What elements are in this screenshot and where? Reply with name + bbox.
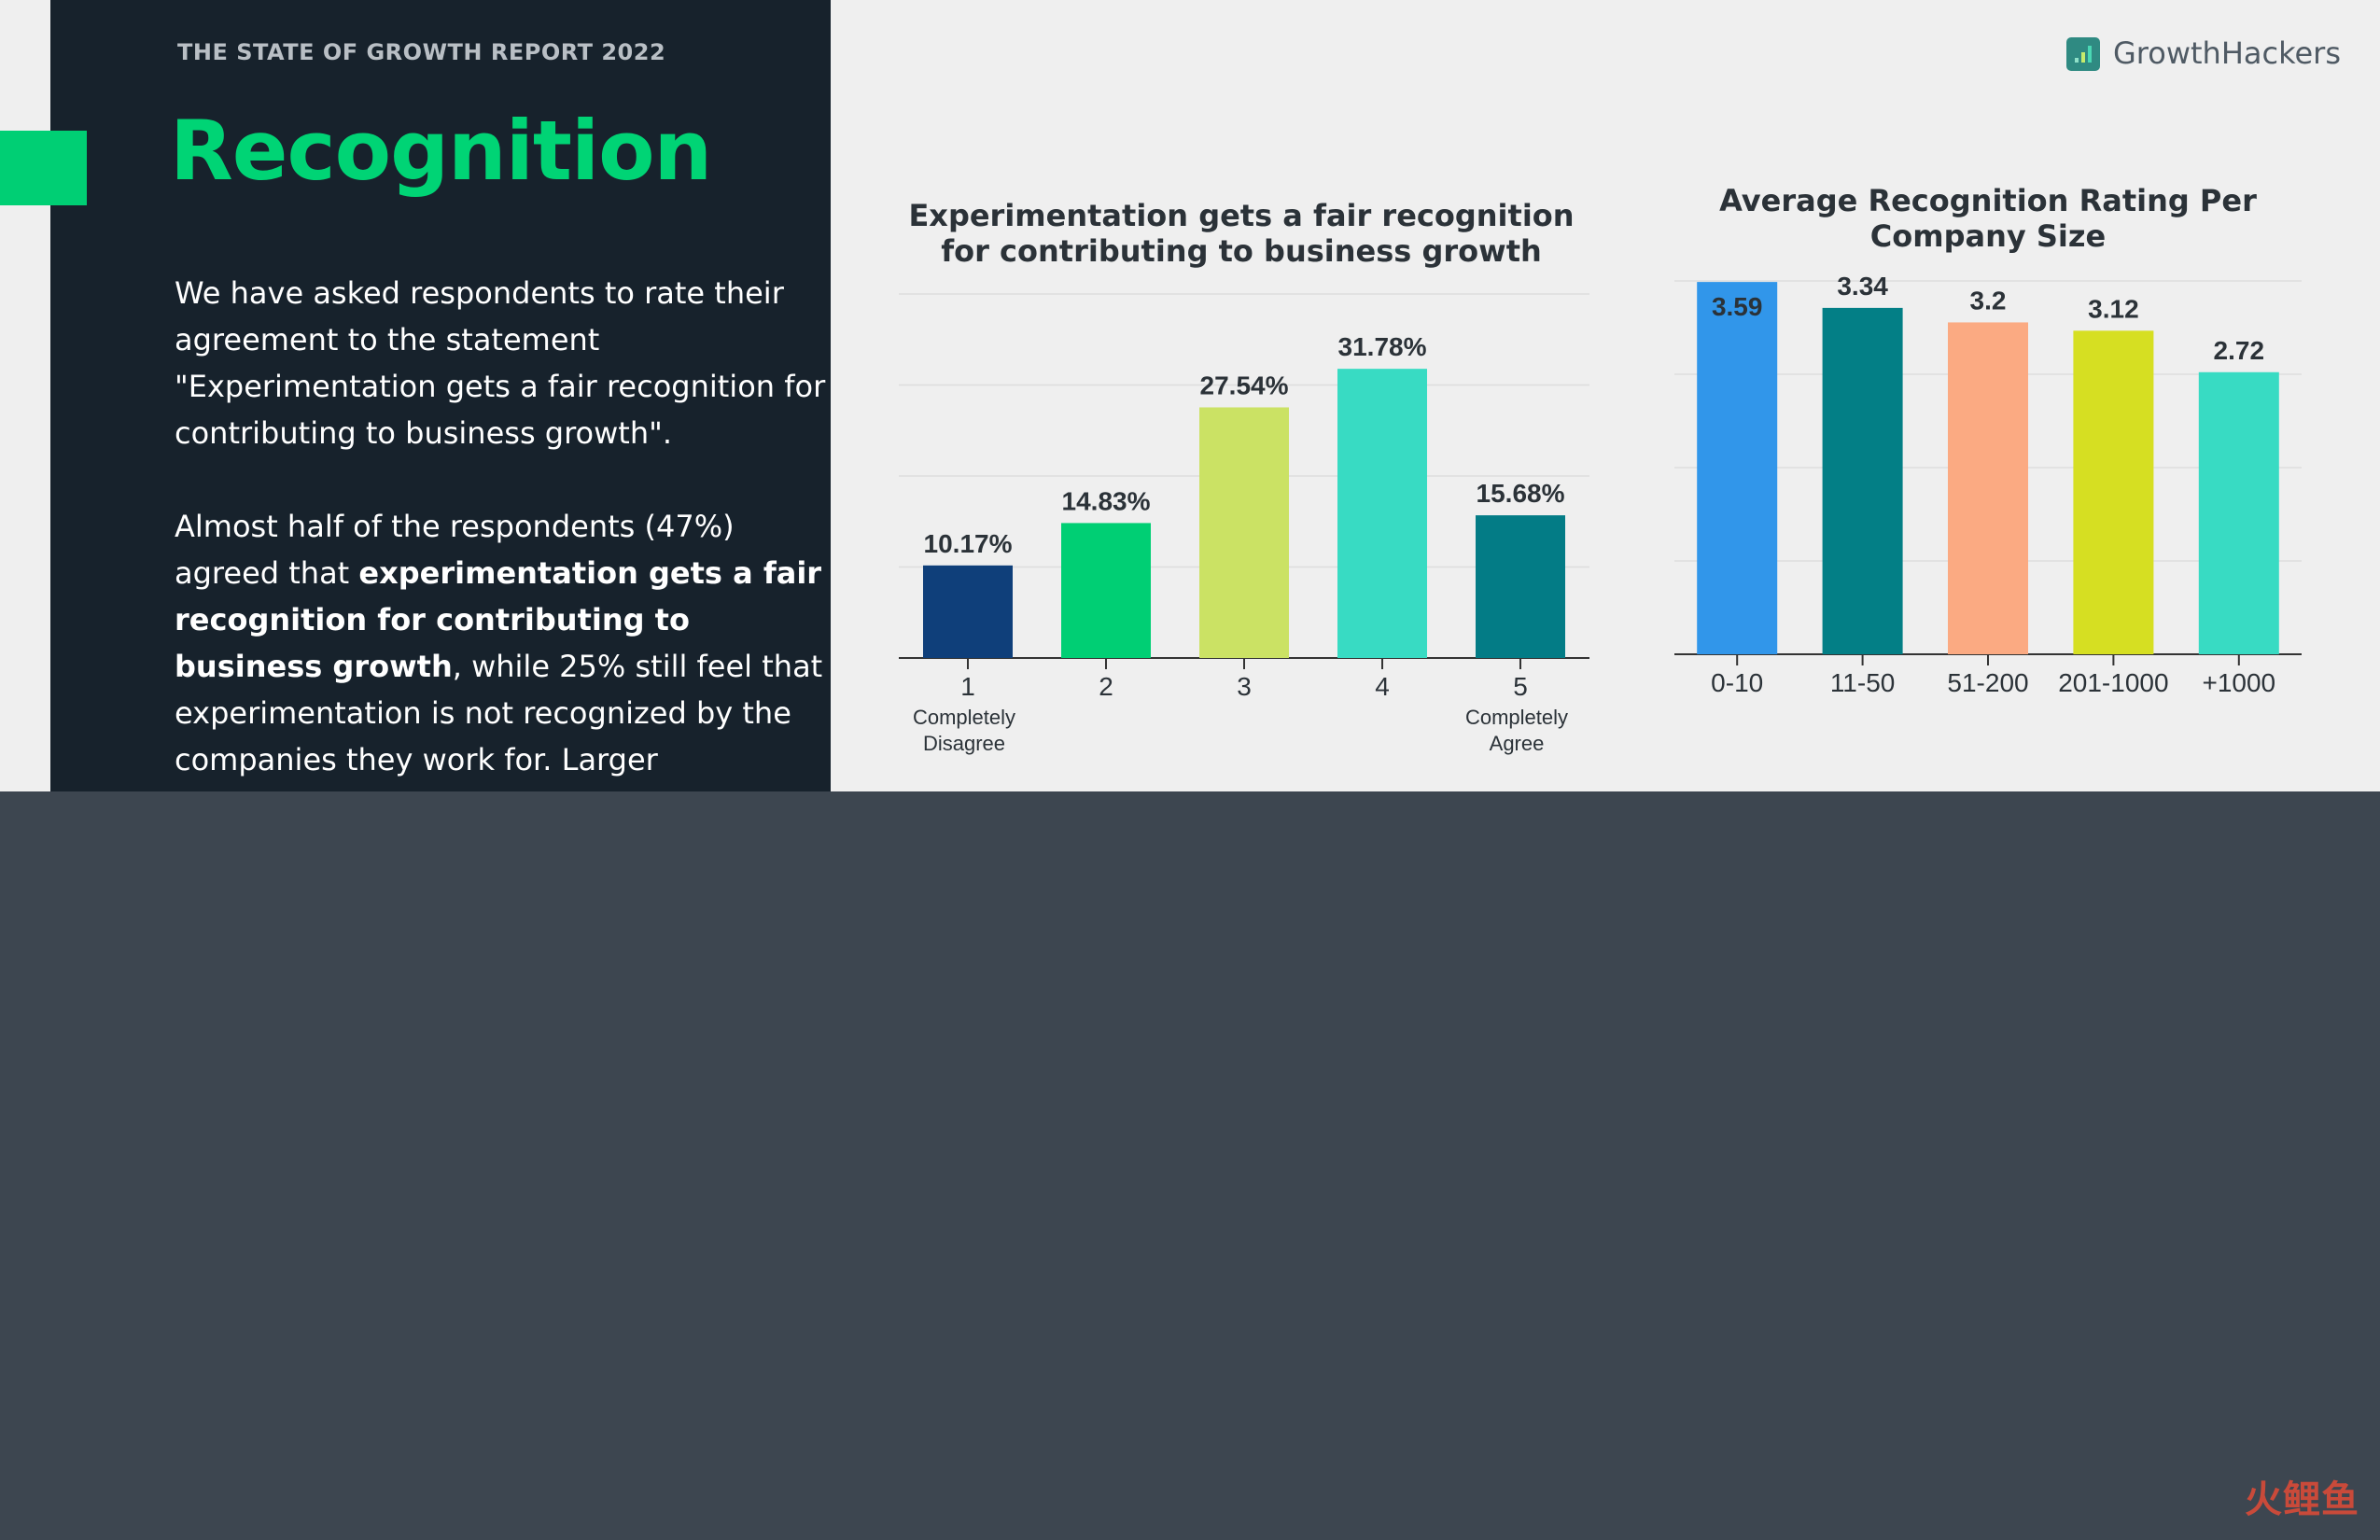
panel-overflow-cover: [285, 791, 845, 829]
chart-2-bar: [2073, 330, 2154, 654]
chart-2-bar: [1822, 307, 1903, 654]
chart-1-tick-label: 2: [1099, 672, 1113, 701]
chart-1-tick-label: 5: [1513, 672, 1528, 701]
findings-paragraph: Almost half of the respondents (47%) agr…: [175, 503, 831, 791]
chart-2-tick-label: 11-50: [1830, 668, 1896, 697]
chart-1-sub-label: Completely: [1465, 706, 1568, 729]
chart-2-value-label: 3.59: [1712, 292, 1763, 321]
chart-1-tick-label: 4: [1375, 672, 1390, 701]
report-slide: THE STATE OF GROWTH REPORT 2022 Recognit…: [0, 0, 2380, 791]
chart-1-value-label: 27.54%: [1200, 371, 1289, 399]
left-panel: THE STATE OF GROWTH REPORT 2022 Recognit…: [50, 0, 831, 791]
report-label: THE STATE OF GROWTH REPORT 2022: [177, 39, 666, 65]
chart-1-bar: [1476, 515, 1565, 658]
chart-1-sub-label: Completely: [913, 706, 1015, 729]
chart-1-title: Experimentation gets a fair recognition …: [908, 198, 1575, 269]
chart-2-value-label: 3.2: [1970, 286, 2007, 315]
findings-text-start: Almost half of the respondents (47%) agr…: [175, 509, 735, 591]
logo-chart-icon: [2066, 37, 2100, 71]
findings-highlight: experimentation gets a fair recognition …: [175, 555, 822, 684]
chart-2-bar: [1948, 322, 2028, 654]
chart-2-bar: [1697, 282, 1778, 654]
watermark: 火鲤鱼: [2245, 1478, 2359, 1521]
chart-2-value-label: 2.72: [2214, 336, 2265, 365]
chart-1-value-label: 10.17%: [924, 529, 1013, 558]
chart-2-title: Average Recognition Rating Per Company S…: [1719, 183, 2257, 254]
chart-1-bar: [1061, 523, 1151, 658]
logo-text: GrowthHackers: [2113, 35, 2341, 71]
intro-paragraph: We have asked respondents to rate their …: [175, 275, 826, 451]
chart-2-tick-label: 201-1000: [2058, 668, 2168, 697]
title-accent-bar: [0, 131, 87, 205]
company-size-bar-chart: 3.59 0-10 3.34 11-50 3.2 51-200 3.12 201-1000 2.…: [1674, 272, 2302, 697]
chart-1-tick-label: 3: [1237, 672, 1252, 701]
chart-1-sub-label: Disagree: [923, 732, 1005, 755]
chart-2-tick-label: 0-10: [1711, 668, 1763, 697]
findings-text-end: , while 25% still feel that experimentat…: [175, 649, 823, 791]
chart-1-tick-label: 1: [960, 672, 975, 701]
page-title: Recognition: [170, 103, 712, 199]
chart-1-sub-label: Agree: [1490, 732, 1545, 755]
chart-1-value-label: 15.68%: [1477, 479, 1565, 508]
chart-2-value-label: 3.12: [2088, 294, 2139, 323]
chart-2-tick-label: 51-200: [1947, 668, 2028, 697]
chart-2-value-label: 3.34: [1837, 272, 1888, 301]
chart-1-value-label: 31.78%: [1338, 332, 1427, 361]
chart-1-value-label: 14.83%: [1062, 486, 1151, 515]
chart-2-bar: [2198, 371, 2279, 654]
chart-2-tick-label: +1000: [2202, 668, 2275, 697]
chart-1-bar: [923, 565, 1013, 658]
chart-1-bar: [1337, 369, 1427, 658]
chart-1-bar: [1199, 407, 1289, 658]
agreement-bar-chart: 10.17% 1 Completely Disagree 14.83% 2 27.54% 3 3…: [899, 293, 1589, 755]
